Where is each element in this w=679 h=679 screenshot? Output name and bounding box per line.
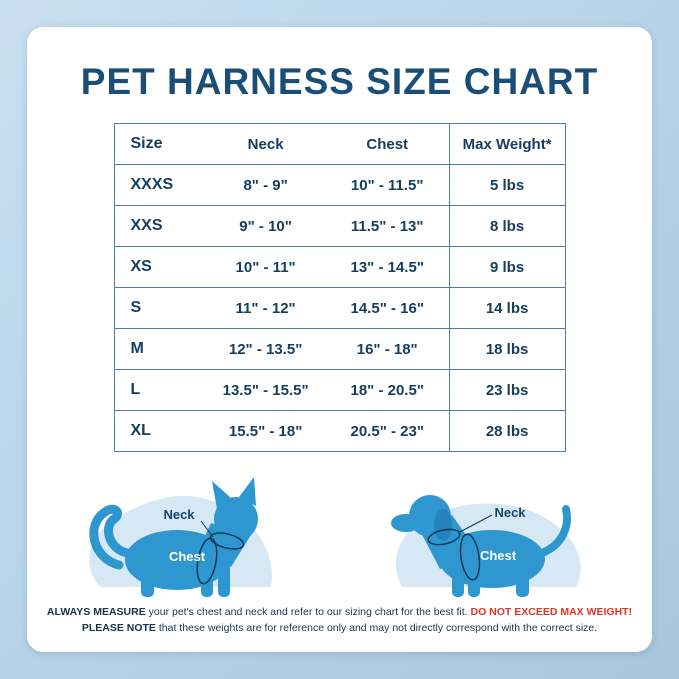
dog-harness-neck-band	[427, 528, 461, 546]
cell-neck: 9" - 10"	[205, 205, 326, 247]
cell-size: M	[114, 328, 206, 370]
cell-weight: 8 lbs	[448, 205, 565, 247]
cell-chest: 20.5" - 23"	[350, 422, 424, 440]
page-title: PET HARNESS SIZE CHART	[80, 61, 599, 102]
cat-harness-chest-band	[196, 537, 218, 585]
dog-ear	[434, 509, 453, 541]
dog-tail	[538, 505, 572, 557]
cell-size: XXS	[114, 205, 206, 247]
cat-neck-label: Neck	[163, 507, 195, 522]
footer-note: ALWAYS MEASURE your pet's chest and neck…	[47, 604, 632, 637]
dog-chest-label: Chest	[480, 548, 517, 563]
cell-neck: 10" - 11"	[205, 246, 326, 288]
cat-harness-neck-band	[209, 532, 244, 550]
cell-neck: 15.5" - 18"	[228, 422, 303, 440]
cat-head	[213, 497, 258, 541]
dog-neck-leader-line	[458, 514, 493, 534]
footer-warning: DO NOT EXCEED MAX WEIGHT!	[470, 606, 633, 618]
measurement-illustrations: Neck Chest Neck Chest	[27, 460, 652, 600]
table-row: L 13.5" - 15.5" 18" - 20.5" 23 lbs	[114, 369, 565, 411]
cat-tail	[88, 504, 132, 570]
cell-size: XL	[130, 422, 151, 439]
cat-chest-label: Chest	[169, 549, 206, 564]
cell-weight: 28 lbs	[448, 410, 565, 452]
cell-weight: 9 lbs	[448, 246, 565, 288]
cell-neck: 11" - 12"	[205, 287, 326, 329]
cell-chest: 16" - 18"	[325, 328, 450, 370]
cell-weight: 18 lbs	[448, 328, 565, 370]
footer-please-note-bold: PLEASE NOTE	[81, 622, 156, 635]
table-row: XXXS 8" - 9" 10" - 11.5" 5 lbs	[114, 164, 565, 206]
cell-size: L	[114, 369, 206, 411]
cell-chest: 14.5" - 16"	[325, 287, 450, 329]
dog-illustration: Neck Chest	[391, 495, 581, 597]
footer-measure-text: your pet's chest and neck and refer to o…	[145, 606, 471, 618]
cell-chest: 13" - 14.5"	[325, 246, 450, 288]
header-size: Size	[114, 123, 206, 165]
table-row: XL 15.5" - 18" 20.5" - 23" 28 lbs	[114, 410, 565, 452]
cell-chest: 10" - 11.5"	[325, 164, 450, 206]
cell-neck: 13.5" - 15.5"	[205, 369, 326, 411]
cell-chest: 11.5" - 13"	[325, 205, 450, 247]
cell-chest: 18" - 20.5"	[325, 369, 450, 411]
size-chart-card: PET HARNESS SIZE CHART Size Neck Chest M…	[27, 27, 652, 652]
cell-weight: 14 lbs	[448, 287, 565, 329]
cat-ear	[211, 481, 231, 509]
table-row: XXS 9" - 10" 11.5" - 13" 8 lbs	[114, 205, 565, 247]
cell-neck: 8" - 9"	[205, 164, 326, 206]
cat-front-leg	[200, 565, 213, 597]
footer-note-text: that these weights are for reference onl…	[155, 622, 598, 635]
header-chest: Chest	[325, 123, 450, 165]
dog-front-leg	[452, 565, 465, 597]
table-row: S 11" - 12" 14.5" - 16" 14 lbs	[114, 287, 565, 329]
cell-size: XS	[114, 246, 206, 288]
dog-hind-leg	[516, 569, 530, 597]
dog-neck-label: Neck	[495, 505, 527, 520]
cell-size: S	[114, 287, 206, 329]
cell-size: XXXS	[114, 164, 206, 206]
dog-harness-chest-band	[460, 533, 481, 581]
cell-neck: 12" - 13.5"	[205, 328, 326, 370]
table-row: M 12" - 13.5" 16" - 18" 18 lbs	[114, 328, 565, 370]
cell-weight: 5 lbs	[448, 164, 565, 206]
cat-illustration: Neck Chest	[88, 477, 272, 597]
header-neck: Neck	[205, 123, 326, 165]
table-header-row: Size Neck Chest Max Weight*	[114, 123, 565, 165]
header-max-weight: Max Weight*	[448, 123, 565, 165]
size-chart-table: Size Neck Chest Max Weight* XXXS 8" - 9"…	[113, 123, 566, 452]
table-row: XS 10" - 11" 13" - 14.5" 9 lbs	[114, 246, 565, 288]
cell-weight: 23 lbs	[448, 369, 565, 411]
cat-front-leg	[217, 563, 230, 597]
cat-hind-leg	[140, 567, 154, 597]
footer-measure-bold: ALWAYS MEASURE	[46, 606, 146, 618]
cat-neck-leader-line	[200, 520, 214, 538]
